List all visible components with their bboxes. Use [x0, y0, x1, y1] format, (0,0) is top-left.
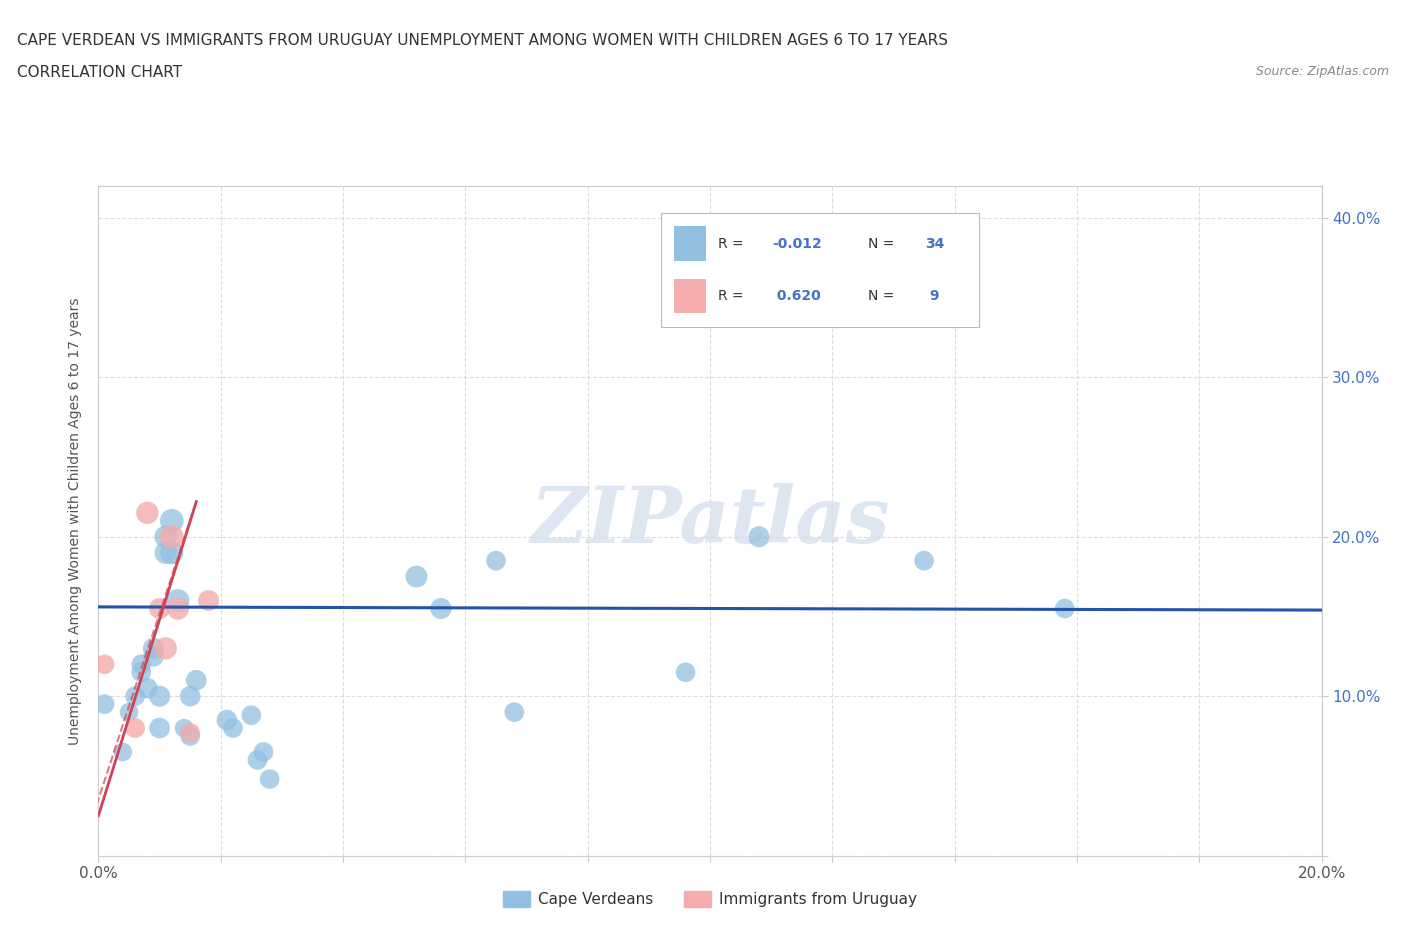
Point	[93, 697, 115, 711]
Point	[142, 649, 165, 664]
Point	[136, 505, 159, 520]
Point	[167, 593, 190, 608]
Point	[1053, 601, 1076, 616]
Point	[912, 553, 935, 568]
Point	[197, 593, 219, 608]
Point	[675, 665, 697, 680]
Point	[485, 553, 508, 568]
Point	[173, 721, 195, 736]
Point	[252, 745, 274, 760]
Point	[160, 545, 183, 560]
Point	[149, 689, 172, 704]
Point	[179, 728, 201, 743]
Point	[179, 725, 201, 740]
Point	[186, 672, 208, 687]
Y-axis label: Unemployment Among Women with Children Ages 6 to 17 years: Unemployment Among Women with Children A…	[69, 297, 83, 745]
Point	[160, 513, 183, 528]
Point	[129, 665, 152, 680]
Text: CAPE VERDEAN VS IMMIGRANTS FROM URUGUAY UNEMPLOYMENT AMONG WOMEN WITH CHILDREN A: CAPE VERDEAN VS IMMIGRANTS FROM URUGUAY …	[17, 33, 948, 47]
Point	[160, 529, 183, 544]
Point	[167, 601, 190, 616]
Point	[179, 689, 201, 704]
Point	[124, 721, 146, 736]
Point	[124, 689, 146, 704]
Point	[503, 705, 526, 720]
Point	[405, 569, 427, 584]
Point	[142, 641, 165, 656]
Point	[215, 712, 238, 727]
Legend: Cape Verdeans, Immigrants from Uruguay: Cape Verdeans, Immigrants from Uruguay	[495, 884, 925, 915]
Point	[149, 601, 172, 616]
Point	[246, 752, 269, 767]
Point	[748, 529, 770, 544]
Text: CORRELATION CHART: CORRELATION CHART	[17, 65, 181, 80]
Point	[222, 721, 245, 736]
Point	[259, 772, 281, 787]
Point	[430, 601, 453, 616]
Point	[155, 641, 177, 656]
Point	[93, 657, 115, 671]
Point	[155, 545, 177, 560]
Point	[240, 708, 263, 723]
Point	[129, 657, 152, 671]
Point	[155, 529, 177, 544]
Text: ZIPatlas: ZIPatlas	[530, 483, 890, 559]
Point	[149, 721, 172, 736]
Point	[111, 745, 134, 760]
Point	[136, 681, 159, 696]
Text: Source: ZipAtlas.com: Source: ZipAtlas.com	[1256, 65, 1389, 78]
Point	[118, 705, 141, 720]
